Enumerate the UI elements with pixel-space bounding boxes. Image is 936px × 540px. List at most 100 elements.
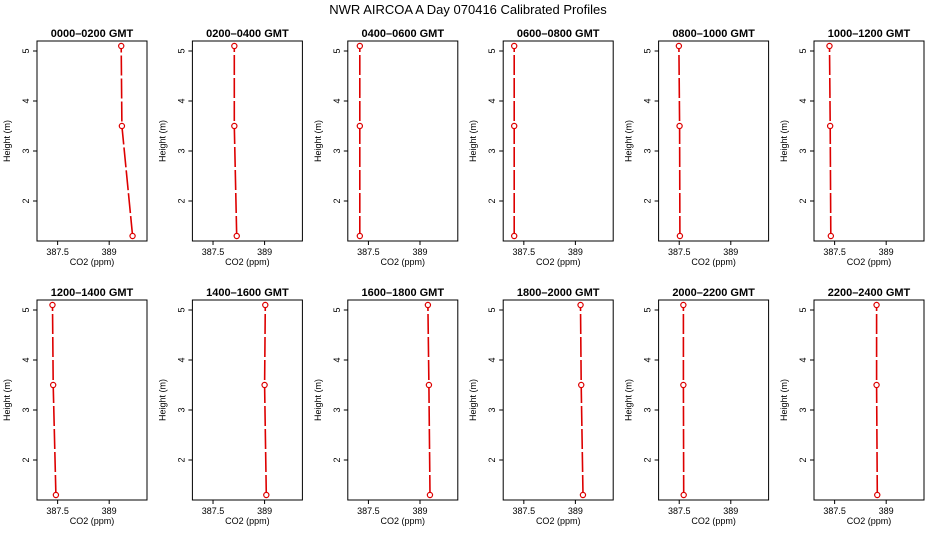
profile-point	[676, 232, 684, 240]
x-axis-label: CO2 (ppm)	[847, 257, 892, 267]
figure-title: NWR AIRCOA A Day 070416 Calibrated Profi…	[329, 2, 607, 17]
y-axis-label: Height (m)	[779, 120, 789, 162]
y-axis-label: Height (m)	[157, 379, 167, 421]
profile-line	[263, 304, 268, 496]
y-tick-label: 2	[487, 198, 497, 203]
panel-grid: 0000–0200 GMT 387.5 389 2 3 4 5 CO2 (ppm) Height…	[2, 28, 925, 526]
y-tick-label: 4	[332, 357, 342, 362]
x-tick-label: 387.5	[357, 247, 380, 257]
x-tick-label: 389	[568, 506, 583, 516]
y-tick-label: 4	[643, 98, 653, 103]
profile-line	[427, 304, 431, 496]
plot-frame	[191, 299, 303, 501]
y-tick-label: 5	[487, 48, 497, 53]
y-tick-label: 5	[176, 48, 186, 53]
plot-frame	[658, 299, 770, 501]
profile-point	[356, 232, 364, 240]
y-tick-label: 5	[643, 48, 653, 53]
profile-point	[52, 491, 60, 499]
profile-point	[873, 381, 880, 389]
profile-point	[680, 491, 687, 499]
profile-point	[675, 42, 683, 50]
panel-0800-1000-gmt: 0800–1000 GMT 387.5 389 2 3 4 5 CO2 (ppm) Height…	[624, 28, 770, 267]
profile-point	[826, 42, 833, 50]
y-axis-label: Height (m)	[779, 379, 789, 421]
profile-point	[676, 122, 683, 130]
panel-title: 2000–2200 GMT	[672, 287, 755, 299]
profile-point	[579, 491, 587, 499]
panel-1200-1400-gmt: 1200–1400 GMT 387.5 389 2 3 4 5 CO2 (ppm) Height…	[2, 287, 148, 526]
profile-point	[231, 122, 238, 130]
panel-title: 1800–2000 GMT	[517, 287, 600, 299]
panel-title: 0200–0400 GMT	[206, 28, 289, 40]
panel-1000-1200-gmt: 1000–1200 GMT 387.5 389 2 3 4 5 CO2 (ppm) Height…	[779, 28, 925, 267]
panel-0200-0400-gmt: 0200–0400 GMT 387.5 389 2 3 4 5 CO2 (ppm) Height…	[157, 28, 303, 267]
y-tick-label: 2	[798, 457, 808, 462]
y-axis-label: Height (m)	[157, 120, 167, 162]
x-tick-label: 387.5	[202, 247, 225, 257]
y-tick-label: 5	[332, 307, 342, 312]
profile-point	[826, 122, 834, 130]
y-tick-label: 3	[487, 407, 497, 412]
panel-title: 1200–1400 GMT	[51, 287, 134, 299]
panel-2000-2200-gmt: 2000–2200 GMT 387.5 389 2 3 4 5 CO2 (ppm) Height…	[624, 287, 770, 526]
x-axis-label: CO2 (ppm)	[691, 516, 736, 526]
x-tick-label: 389	[257, 247, 272, 257]
panel-1600-1800-gmt: 1600–1800 GMT 387.5 389 2 3 4 5 CO2 (ppm) Height…	[313, 287, 459, 526]
y-tick-label: 2	[643, 198, 653, 203]
profile-line	[51, 304, 57, 496]
profile-point	[511, 42, 518, 50]
y-tick-label: 3	[643, 407, 653, 412]
panel-2200-2400-gmt: 2200–2400 GMT 387.5 389 2 3 4 5 CO2 (ppm) Height…	[779, 287, 925, 526]
panel-title: 0400–0600 GMT	[362, 28, 445, 40]
profile-point	[680, 381, 687, 389]
profile-line	[233, 46, 238, 237]
y-axis-label: Height (m)	[2, 120, 12, 162]
plot-frame	[813, 299, 925, 501]
plot-frame	[813, 40, 925, 242]
x-tick-label: 387.5	[668, 247, 691, 257]
y-tick-label: 2	[487, 457, 497, 462]
y-tick-label: 5	[798, 48, 808, 53]
x-tick-label: 387.5	[823, 247, 846, 257]
profile-point	[233, 232, 240, 240]
y-tick-label: 5	[176, 307, 186, 312]
y-tick-label: 3	[21, 407, 31, 412]
y-axis-label: Height (m)	[313, 379, 323, 421]
panel-1800-2000-gmt: 1800–2000 GMT 387.5 389 2 3 4 5 CO2 (ppm) Height…	[468, 287, 614, 526]
x-tick-label: 389	[257, 506, 272, 516]
y-tick-label: 3	[332, 407, 342, 412]
plot-frame	[36, 299, 148, 501]
plot-frame	[502, 40, 614, 242]
y-tick-label: 3	[332, 148, 342, 153]
y-tick-label: 4	[798, 98, 808, 103]
x-tick-label: 387.5	[513, 247, 536, 257]
y-tick-label: 4	[798, 357, 808, 362]
y-tick-label: 4	[21, 98, 31, 103]
plot-frame	[347, 299, 459, 501]
y-tick-label: 2	[176, 198, 186, 203]
y-tick-label: 2	[21, 457, 31, 462]
x-axis-label: CO2 (ppm)	[225, 516, 270, 526]
y-tick-label: 4	[487, 357, 497, 362]
x-axis-label: CO2 (ppm)	[225, 257, 270, 267]
y-tick-label: 3	[487, 148, 497, 153]
y-tick-label: 3	[643, 148, 653, 153]
y-tick-label: 4	[332, 98, 342, 103]
y-tick-label: 5	[332, 48, 342, 53]
x-axis-label: CO2 (ppm)	[381, 257, 426, 267]
x-axis-label: CO2 (ppm)	[691, 257, 736, 267]
profile-line	[875, 305, 879, 496]
panel-title: 0000–0200 GMT	[51, 28, 134, 40]
y-axis-label: Height (m)	[624, 379, 634, 421]
profile-point	[426, 491, 434, 499]
y-tick-label: 2	[21, 198, 31, 203]
x-tick-label: 387.5	[202, 506, 225, 516]
plot-frame	[347, 40, 459, 242]
profile-line	[579, 304, 584, 496]
x-tick-label: 389	[412, 506, 427, 516]
panel-title: 2200–2400 GMT	[828, 287, 911, 299]
profile-point	[49, 301, 56, 309]
panel-0000-0200-gmt: 0000–0200 GMT 387.5 389 2 3 4 5 CO2 (ppm) Height…	[2, 28, 148, 267]
profile-line	[120, 45, 134, 237]
